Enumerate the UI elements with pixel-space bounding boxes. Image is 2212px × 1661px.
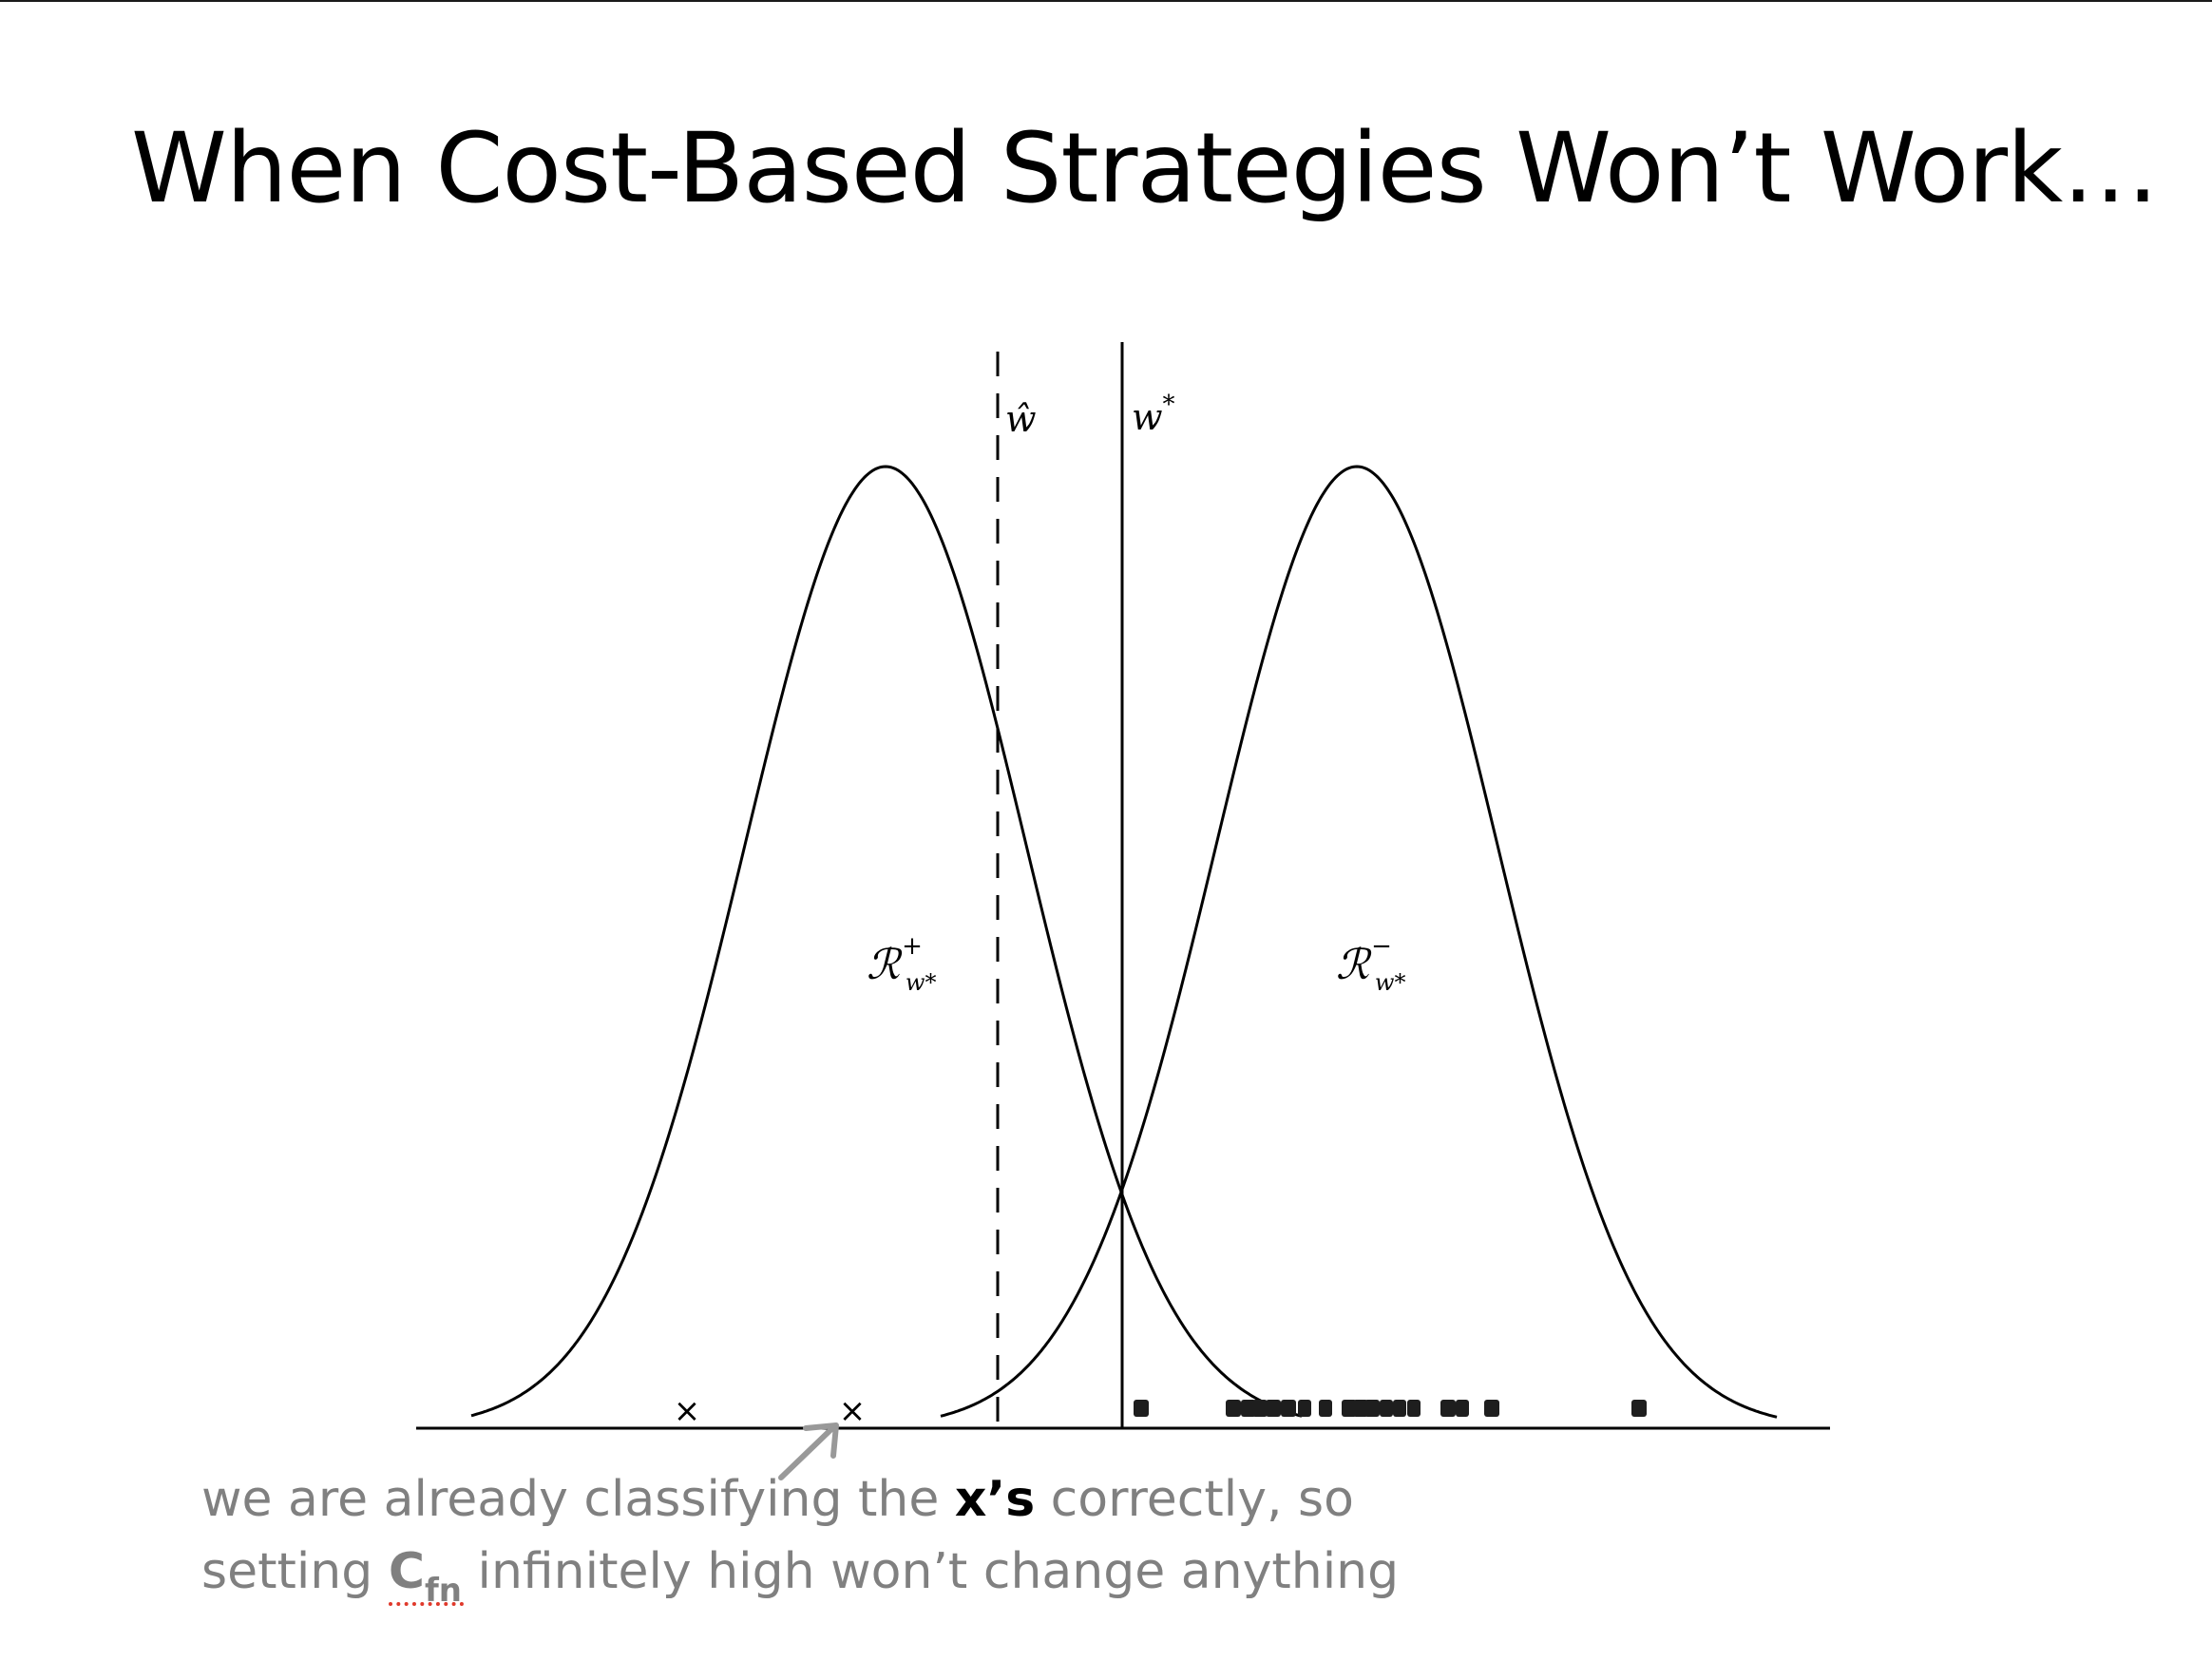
positive-sample-marker: × [839,1392,867,1430]
negative-sample-marker [1380,1400,1393,1417]
negative-sample-marker [1364,1400,1380,1417]
w-hat-label: ŵ [1005,398,1037,440]
negative-sample-marker [1281,1400,1296,1417]
negative-samples [1134,1400,1647,1417]
positive-class-curve [470,465,1303,1418]
caption-text: we are already classifying the [201,1471,955,1528]
caption-text: correctly, so [1035,1471,1354,1528]
negative-sample-marker [1298,1400,1311,1417]
negative-sample-marker [1484,1400,1499,1417]
cost-base: C [388,1543,425,1600]
negative-sample-marker [1440,1400,1456,1417]
negative-sample-marker [1456,1400,1469,1417]
negative-sample-marker [1252,1400,1268,1417]
top-border [0,0,2212,2]
w-star-label: w* [1132,391,1175,438]
annotation-arrow [778,1422,839,1480]
caption: we are already classifying the x’s corre… [201,1463,1399,1627]
negative-sample-marker [1319,1400,1332,1417]
negative-sample-marker [1266,1400,1281,1417]
region-negative-label: ℛ− w* [1336,932,1405,996]
positive-sample-marker: × [674,1392,701,1430]
negative-sample-marker [1134,1400,1149,1417]
caption-emphasis-xs: x’s [954,1471,1036,1528]
negative-sample-marker [1226,1400,1241,1417]
caption-text: infinitely high won’t change anything [461,1543,1400,1600]
negative-sample-marker [1393,1400,1406,1417]
caption-text: setting [201,1543,389,1600]
negative-sample-marker [1631,1400,1647,1417]
negative-class-curve [940,465,1778,1419]
caption-line-1: we are already classifying the x’s corre… [201,1463,1399,1536]
region-positive-label: ℛ+ w* [867,932,936,996]
cost-fn-term: Cfn [388,1543,464,1610]
slide-title: When Cost-Based Strategies Won’t Work… [131,112,2159,225]
negative-sample-marker [1407,1400,1421,1417]
spellcheck-underline [388,1602,464,1606]
caption-line-2: setting Cfn infinitely high won’t change… [201,1536,1399,1627]
